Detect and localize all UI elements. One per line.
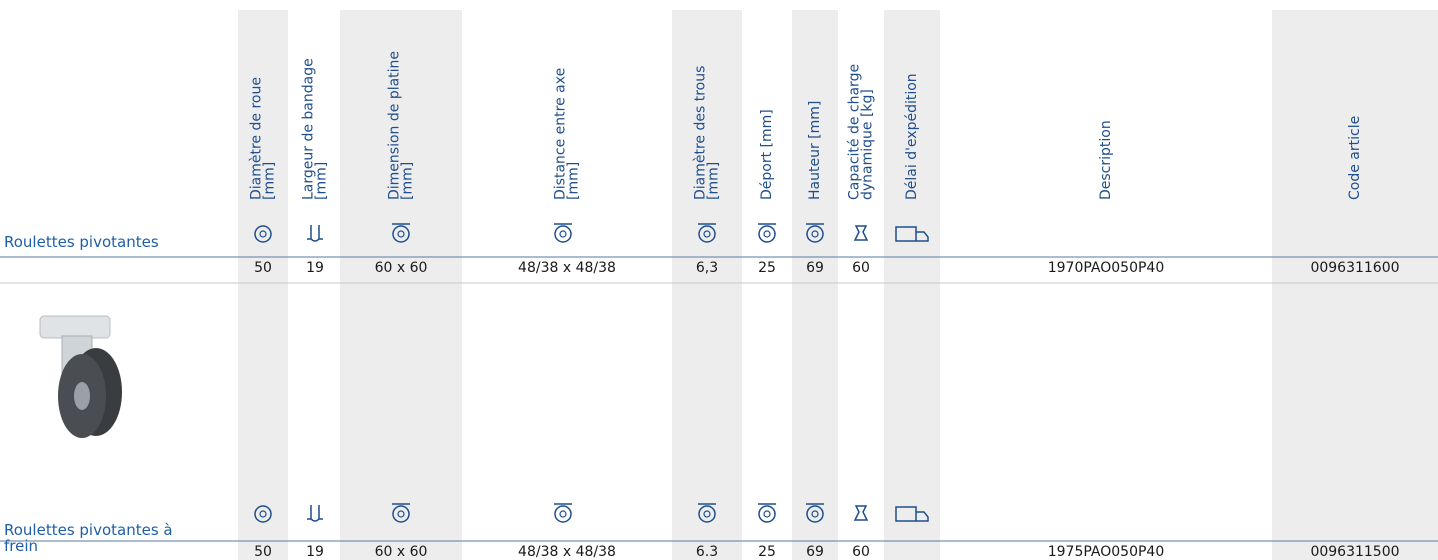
cell-value: 60 bbox=[852, 260, 870, 276]
spec-icon bbox=[254, 505, 272, 523]
icon-shape bbox=[698, 225, 716, 243]
column-header: [mm] bbox=[566, 162, 582, 200]
cell-value: 48/38 x 48/38 bbox=[518, 260, 616, 276]
icon-shape bbox=[392, 225, 410, 243]
column-header: Code article bbox=[1347, 116, 1363, 200]
spec-icon bbox=[307, 505, 323, 522]
icon-shape bbox=[895, 506, 929, 522]
column-band bbox=[238, 10, 288, 560]
spec-icon bbox=[853, 505, 869, 521]
column-header: Hauteur [mm] bbox=[807, 101, 823, 200]
icon-shape bbox=[397, 230, 405, 238]
icon-shape bbox=[307, 505, 323, 522]
icon-shape bbox=[763, 230, 771, 238]
icon-shape bbox=[307, 225, 323, 242]
section-label: Roulettes pivotantes à bbox=[4, 521, 173, 539]
spec-icon bbox=[895, 506, 929, 522]
icon-shape bbox=[806, 225, 824, 243]
icon-shape bbox=[392, 505, 410, 523]
icon-shape bbox=[811, 230, 819, 238]
spec-icon bbox=[806, 223, 824, 243]
icon-shape bbox=[554, 225, 572, 243]
column-header: [mm] bbox=[262, 162, 278, 200]
cell-value: 0096311600 bbox=[1310, 260, 1399, 276]
icon-shape bbox=[254, 505, 272, 523]
cell-value: 25 bbox=[758, 544, 776, 560]
cell-value: 6.3 bbox=[696, 544, 718, 560]
column-band bbox=[1272, 10, 1438, 560]
column-header: Délai d'expédition bbox=[904, 73, 920, 200]
column-band bbox=[792, 10, 838, 560]
icon-shape bbox=[758, 225, 776, 243]
spec-icon bbox=[758, 223, 776, 243]
icon-shape bbox=[853, 225, 869, 241]
section-label: frein bbox=[4, 537, 38, 555]
spec-icon bbox=[254, 225, 272, 243]
icon-shape bbox=[259, 230, 267, 238]
spec-icon bbox=[392, 223, 410, 243]
icon-shape bbox=[703, 230, 711, 238]
icon-shape bbox=[554, 505, 572, 523]
cell-value: 19 bbox=[306, 544, 324, 560]
spec-icon bbox=[895, 226, 929, 242]
spec-icon bbox=[698, 223, 716, 243]
cell-value: 6,3 bbox=[696, 260, 718, 276]
icon-shape bbox=[703, 510, 711, 518]
column-band bbox=[340, 10, 462, 560]
column-header: Diamètre de roue bbox=[249, 77, 265, 200]
icon-shape bbox=[811, 510, 819, 518]
cell-value: 1975PAO050P40 bbox=[1048, 544, 1165, 560]
icon-shape bbox=[397, 510, 405, 518]
spec-icon bbox=[698, 503, 716, 523]
icon-shape bbox=[895, 226, 929, 242]
cell-value: 1970PAO050P40 bbox=[1048, 260, 1165, 276]
cell-value: 69 bbox=[806, 544, 824, 560]
column-header: Déport [mm] bbox=[759, 109, 775, 200]
spec-icon bbox=[853, 225, 869, 241]
section-label: Roulettes pivotantes bbox=[4, 233, 159, 251]
spec-icon bbox=[758, 503, 776, 523]
icon-shape bbox=[758, 505, 776, 523]
cell-value: 60 x 60 bbox=[375, 544, 428, 560]
spec-icon bbox=[806, 503, 824, 523]
product-image bbox=[39, 315, 122, 438]
icon-shape bbox=[259, 510, 267, 518]
spec-icon bbox=[554, 223, 572, 243]
cell-value: 19 bbox=[306, 260, 324, 276]
icon-shape bbox=[853, 505, 869, 521]
column-band bbox=[672, 10, 742, 560]
cell-value: 60 x 60 bbox=[375, 260, 428, 276]
spec-icon bbox=[392, 503, 410, 523]
cell-value: 50 bbox=[254, 260, 272, 276]
column-header: Distance entre axe bbox=[553, 68, 569, 200]
cell-value: 69 bbox=[806, 260, 824, 276]
column-header: [mm] bbox=[706, 162, 722, 200]
cell-value: 50 bbox=[254, 544, 272, 560]
column-header: dynamique [kg] bbox=[860, 89, 876, 200]
cell-value: 60 bbox=[852, 544, 870, 560]
column-header: Largeur de bandage bbox=[301, 58, 317, 200]
icon-shape bbox=[806, 505, 824, 523]
column-header: [mm] bbox=[400, 162, 416, 200]
column-shading bbox=[238, 10, 1438, 560]
spec-icon bbox=[554, 503, 572, 523]
icon-shape bbox=[559, 230, 567, 238]
icon-shape bbox=[763, 510, 771, 518]
spec-icon bbox=[307, 225, 323, 242]
cell-value: 0096311500 bbox=[1310, 544, 1399, 560]
column-header: Capacité de charge bbox=[847, 64, 863, 200]
column-band bbox=[884, 10, 940, 560]
icon-shape bbox=[254, 225, 272, 243]
column-header: Description bbox=[1098, 120, 1114, 200]
column-header: [mm] bbox=[314, 162, 330, 200]
column-header: Diamètre des trous bbox=[693, 66, 709, 200]
cell-value: 25 bbox=[758, 260, 776, 276]
cell-value: 48/38 x 48/38 bbox=[518, 544, 616, 560]
icon-shape bbox=[559, 510, 567, 518]
icon-shape bbox=[698, 505, 716, 523]
column-header: Dimension de platine bbox=[387, 51, 403, 200]
